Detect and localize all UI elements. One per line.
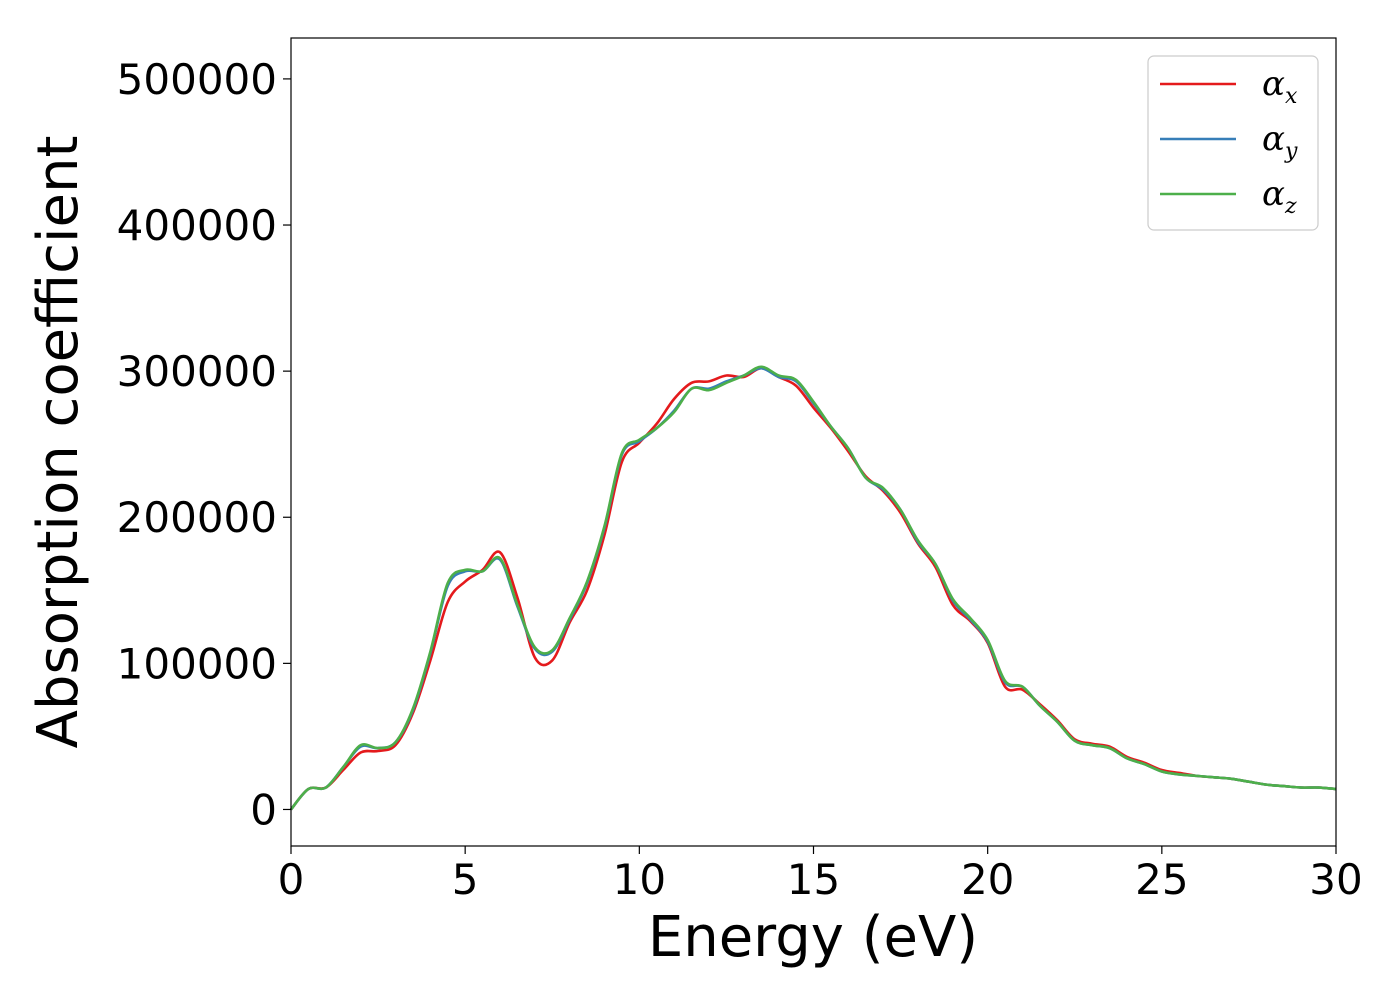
y-tick-label: 0 — [250, 785, 277, 834]
y-tick-label: 200000 — [117, 493, 277, 542]
x-tick-label: 5 — [452, 855, 479, 904]
legend-label-alpha-y: αy — [1262, 119, 1298, 164]
series-line-alpha-z — [289, 365, 1337, 811]
legend-frame — [1147, 55, 1319, 231]
legend-label-alpha-z: αz — [1262, 174, 1297, 219]
x-axis-label: Energy (eV) — [648, 905, 978, 970]
y-tick-label: 100000 — [117, 639, 277, 688]
series-line-alpha-x — [289, 366, 1337, 811]
y-tick-label: 500000 — [117, 55, 277, 104]
y-tick-label: 400000 — [117, 201, 277, 250]
legend: αx αy αz — [1147, 55, 1319, 231]
x-axis: 0 5 10 15 20 25 30 — [278, 846, 1363, 904]
x-tick-label: 20 — [961, 855, 1014, 904]
legend-label-alpha-x: αx — [1262, 64, 1298, 109]
x-tick-label: 30 — [1309, 855, 1362, 904]
y-tick-label: 300000 — [117, 347, 277, 396]
y-axis: 0 100000 200000 300000 400000 500000 — [117, 55, 291, 834]
x-tick-label: 10 — [613, 855, 666, 904]
y-axis-label: Absorption coefficient — [26, 136, 91, 749]
series-layer — [289, 365, 1337, 811]
x-tick-label: 15 — [787, 855, 840, 904]
x-tick-label: 0 — [278, 855, 305, 904]
x-tick-label: 25 — [1135, 855, 1188, 904]
